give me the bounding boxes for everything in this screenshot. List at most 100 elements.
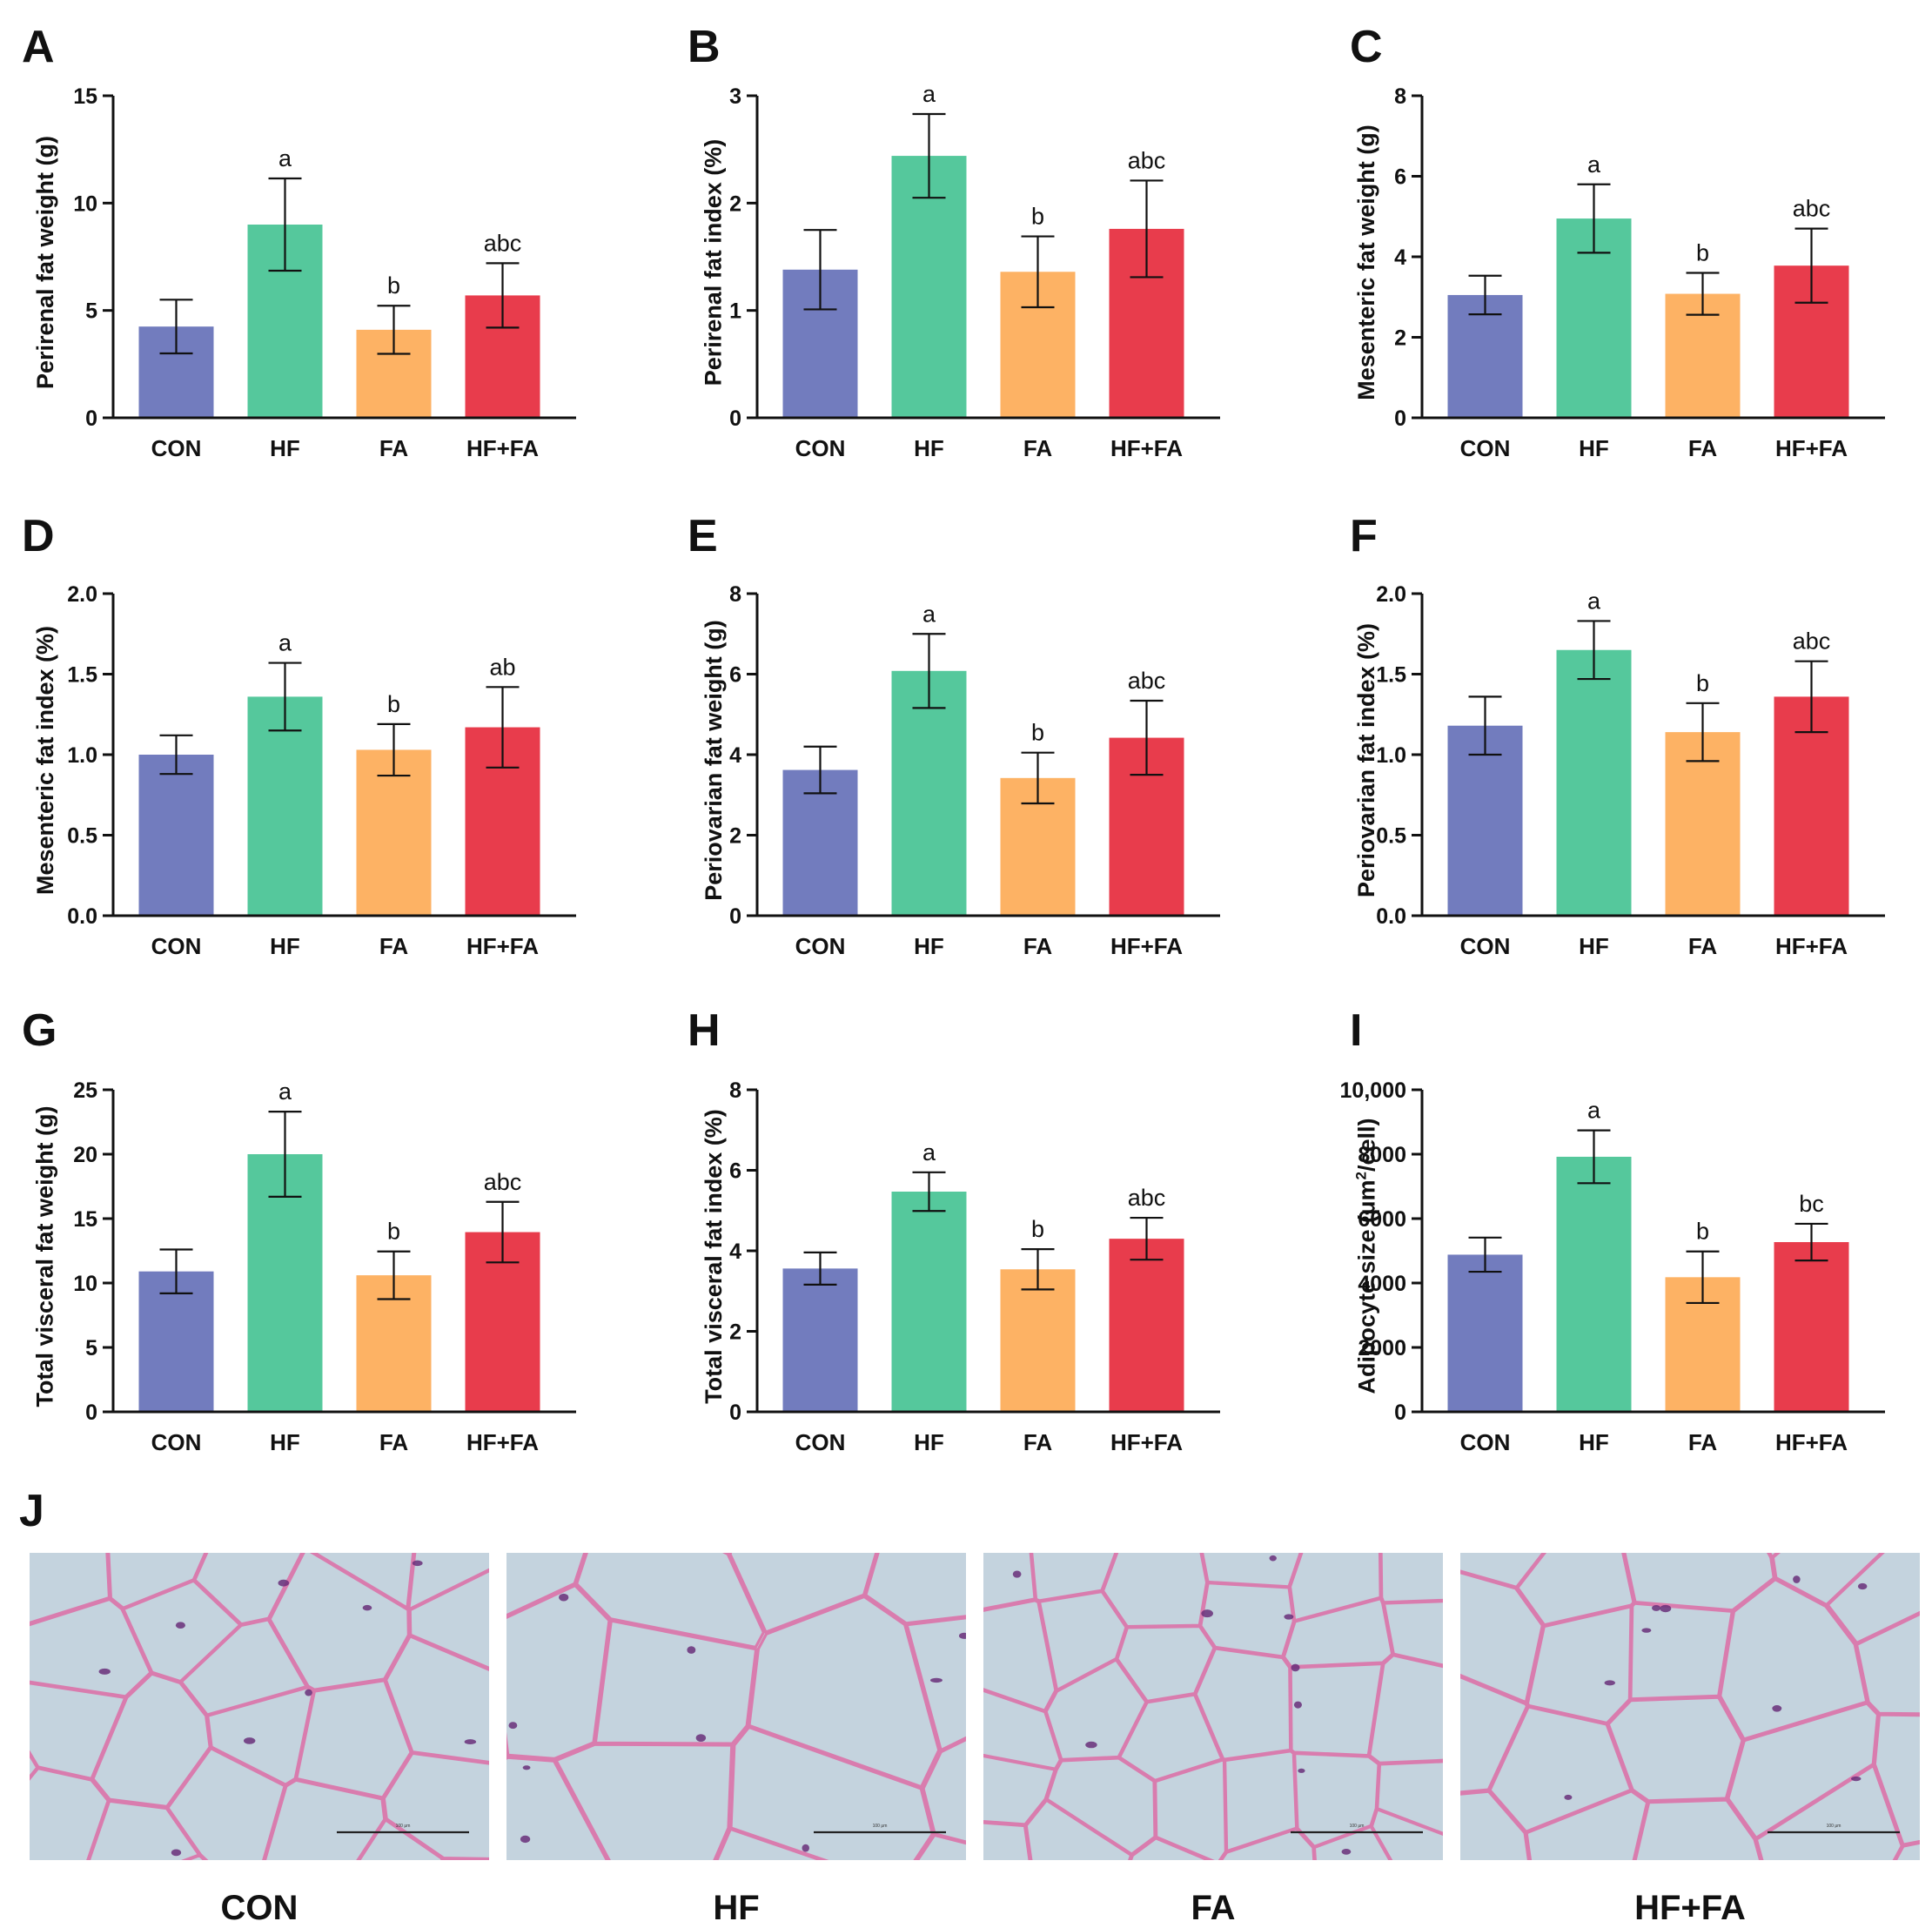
nucleus [305,1690,312,1696]
nucleus [176,1622,185,1629]
adipocyte [1631,1603,1732,1699]
y-tick-label: 4 [729,743,741,768]
micrograph-label: HF+FA [1460,1889,1920,1928]
nucleus [696,1734,706,1742]
x-tick-label: FA [379,435,408,461]
significance-label: abc [1793,196,1831,222]
significance-label: abc [1128,1185,1166,1211]
panel-letter: I [1350,1008,1362,1053]
nucleus [508,1722,517,1729]
y-tick-label: 2 [729,824,741,849]
y-tick-label: 10 [73,191,97,216]
nucleus [523,1765,531,1770]
x-tick-label: HF+FA [1110,1429,1183,1455]
y-tick-label: 5 [85,1336,97,1360]
significance-label: abc [1128,668,1166,694]
nucleus [930,1678,943,1683]
y-tick-label: 15 [73,84,97,109]
bar [1448,1254,1523,1410]
micrograph-con: 100 μm [30,1553,489,1860]
bar [139,755,214,915]
nucleus [1284,1614,1293,1619]
y-tick-label: 0.0 [67,904,97,929]
nucleus [171,1849,181,1856]
micrograph-panel-j: J 100 μm CON 100 μm HF 100 μm FA 100 μm … [0,1480,1932,1922]
panel-letter: E [688,514,718,559]
adipocyte [983,1821,1032,1860]
nucleus [1772,1705,1781,1712]
bar [783,1268,858,1410]
x-tick-label: CON [795,1429,846,1455]
nucleus [413,1561,423,1567]
adipose-tissue-image: 100 μm [30,1553,489,1860]
scale-bar-label: 100 μm [1350,1824,1365,1829]
y-tick-label: 1.5 [67,663,97,688]
x-tick-label: FA [1023,1429,1052,1455]
y-tick-label: 8 [1394,84,1406,109]
x-tick-label: HF [914,435,944,461]
y-tick-label: 6 [1394,165,1406,190]
adipocyte [506,1586,609,1759]
x-tick-label: FA [1688,1429,1717,1455]
x-tick-label: HF [1579,435,1609,461]
significance-label: ab [489,654,515,680]
significance-label: a [278,145,292,171]
y-tick-label: 6 [729,1159,741,1184]
significance-label: abc [484,1169,522,1195]
x-tick-label: HF+FA [466,933,539,959]
nucleus [1013,1570,1022,1577]
y-tick-label: 2.0 [67,582,97,607]
significance-label: a [1587,588,1601,614]
nucleus [465,1739,476,1744]
nucleus [1564,1795,1572,1800]
bar [1110,1239,1184,1410]
nucleus [1085,1742,1097,1749]
nucleus [802,1844,809,1852]
nucleus [1652,1605,1660,1611]
significance-label: b [1696,670,1709,696]
significance-label: b [1031,1216,1044,1242]
adipocyte [1291,1664,1382,1756]
x-tick-label: HF+FA [466,1429,539,1455]
nucleus [99,1669,111,1675]
panel-letter: A [22,24,55,70]
nucleus [687,1646,695,1654]
nucleus [1660,1605,1671,1612]
nucleus [520,1836,530,1843]
significance-label: a [278,630,292,656]
y-tick-label: 3 [729,84,741,109]
x-tick-label: HF [270,435,300,461]
panel-letter: J [19,1488,44,1534]
scale-bar-label: 100 μm [1827,1824,1841,1829]
x-tick-label: HF+FA [466,435,539,461]
y-tick-label: 0.5 [67,824,97,849]
y-tick-label: 1 [729,299,741,324]
bar [1001,1269,1076,1410]
y-tick-label: 6 [729,663,741,688]
micrograph-label: HF [506,1889,966,1928]
y-axis-label: Adipocyte size (μm2/cell) [1352,1118,1380,1394]
x-tick-label: HF [1579,1429,1609,1455]
bar [1557,650,1632,915]
adipocyte [1381,1553,1443,1602]
significance-label: a [1587,1098,1601,1124]
y-tick-label: 15 [73,1207,97,1232]
nucleus [1851,1777,1862,1781]
micrograph-hf: 100 μm [506,1553,966,1860]
y-tick-label: 0 [729,406,741,431]
x-tick-label: HF+FA [1775,1429,1848,1455]
scale-bar-label: 100 μm [873,1824,888,1829]
